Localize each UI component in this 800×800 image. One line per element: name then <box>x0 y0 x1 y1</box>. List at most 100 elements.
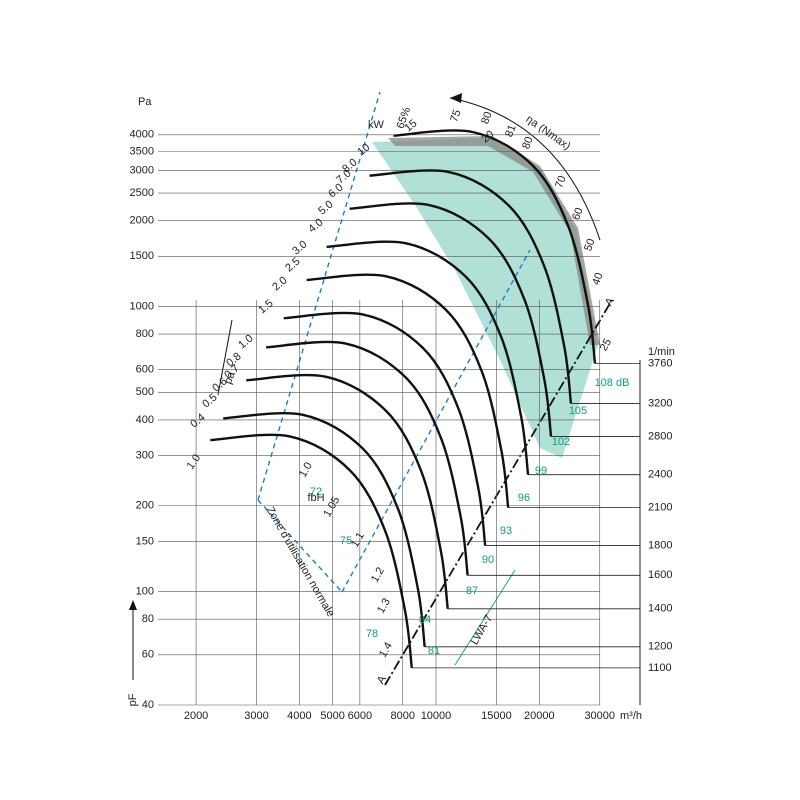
y-tick-label: 4000 <box>130 129 154 141</box>
sound-label: 78 <box>366 628 378 640</box>
y-tick-label: 3000 <box>130 164 154 176</box>
x-tick-label: 5000 <box>320 710 344 722</box>
annotation: fbH <box>307 492 324 504</box>
power-label: 10 <box>355 141 372 158</box>
power-label: 1.0 <box>185 452 204 471</box>
annotation: pF <box>127 693 139 706</box>
annotation: 1.3 <box>375 596 393 615</box>
y-tick-label: 3500 <box>130 145 154 157</box>
x-tick-label: 4000 <box>287 710 311 722</box>
y-tick-label: 800 <box>136 328 154 340</box>
efficiency-label: 50 <box>582 237 597 253</box>
rpm-label: 2800 <box>648 430 672 442</box>
y-tick-label: 1000 <box>130 300 154 312</box>
x-tick-label: 3000 <box>244 710 268 722</box>
efficiency-label: 40 <box>590 271 605 287</box>
x-tick-label: 2000 <box>184 710 208 722</box>
power-label: 5.0 <box>316 198 335 217</box>
efficiency-arrow <box>449 97 601 241</box>
x-unit: m³/h <box>620 710 642 722</box>
pa-arrow <box>217 319 233 396</box>
sound-label: 81 <box>428 645 440 657</box>
power-label: 2.5 <box>283 255 302 274</box>
sound-label: 99 <box>535 465 547 477</box>
sound-label: 96 <box>518 492 530 504</box>
annotation: Zone d'utilisation normale <box>264 505 337 619</box>
fan-curve <box>283 311 487 546</box>
zone-boundary <box>257 91 381 501</box>
power-label: 1.5 <box>256 297 275 316</box>
lwa-arrow <box>454 569 516 666</box>
annotation: LWA-7 <box>469 613 496 647</box>
y-tick-label: 600 <box>136 364 154 376</box>
y-tick-label: 300 <box>136 449 154 461</box>
y-tick-label: 80 <box>142 613 154 625</box>
power-label: 3.0 <box>290 238 309 257</box>
fan-curve <box>349 202 553 437</box>
sound-label: 84 <box>419 614 431 626</box>
y-tick-label: 200 <box>136 500 154 512</box>
sound-label: 108 dB <box>595 377 630 389</box>
efficiency-label: 81 <box>503 123 518 139</box>
arrow-head <box>129 600 137 610</box>
zone-boundary <box>341 249 531 593</box>
decoration <box>129 91 641 705</box>
sound-label: 93 <box>500 525 512 537</box>
rpm-label: 1800 <box>648 539 672 551</box>
y-unit: Pa <box>138 96 152 108</box>
rpm-label: 1400 <box>648 603 672 615</box>
power-label: 0.8 <box>224 350 243 369</box>
x-tick-label: 15000 <box>481 710 512 722</box>
annotation: 1.2 <box>369 565 387 584</box>
annotation: A <box>603 295 617 308</box>
sound-label: 105 <box>569 405 587 417</box>
rpm-unit: 1/min <box>648 346 675 358</box>
rpm-label: 3200 <box>648 397 672 409</box>
rpm-label: 3760 <box>648 357 672 369</box>
efficiency-label: 80 <box>520 135 535 151</box>
sound-label: 72 <box>310 486 322 498</box>
x-tick-label: 6000 <box>348 710 372 722</box>
rpm-label: 1100 <box>648 662 672 674</box>
normal-zone-fill <box>372 138 598 458</box>
x-tick-label: 20000 <box>524 710 555 722</box>
zone-boundary <box>257 499 343 593</box>
y-tick-label: 2500 <box>130 187 154 199</box>
annotation: pa <box>222 369 238 385</box>
rpm-label: 1600 <box>648 569 672 581</box>
power-label: kW <box>368 119 385 131</box>
efficiency-label: 70 <box>553 174 568 190</box>
x-tick-label: 10000 <box>421 710 452 722</box>
x-tick-label: 8000 <box>390 710 414 722</box>
fan-curve <box>246 373 449 609</box>
fan-curve <box>210 433 413 668</box>
fan-curve <box>306 273 510 508</box>
efficiency-label: 75 <box>448 108 463 124</box>
fan-curve <box>326 240 530 475</box>
rpm-label: 1200 <box>648 641 672 653</box>
power-label: 25 <box>598 337 615 354</box>
annotation: A <box>375 673 389 686</box>
x-tick-label: 30000 <box>584 710 615 722</box>
rpm-label: 2400 <box>648 469 672 481</box>
y-tick-label: 40 <box>142 699 154 711</box>
y-tick-label: 500 <box>136 386 154 398</box>
fan-curve <box>266 340 469 576</box>
a-line <box>384 299 613 686</box>
sound-label: 75 <box>340 535 352 547</box>
sound-label: 90 <box>482 554 494 566</box>
efficiency-label: 80 <box>479 110 494 126</box>
power-label: 1.0 <box>236 332 255 351</box>
sound-label: 102 <box>552 436 570 448</box>
max-zone-band <box>388 136 600 345</box>
y-tick-label: 400 <box>136 414 154 426</box>
fan-curve <box>369 169 573 404</box>
arrow-head <box>450 93 462 103</box>
y-tick-label: 60 <box>142 649 154 661</box>
efficiency-label: 60 <box>570 206 585 222</box>
fan-curve <box>393 129 597 364</box>
y-tick-label: 150 <box>136 535 154 547</box>
y-tick-label: 1500 <box>130 250 154 262</box>
annotation: 1.4 <box>377 640 395 659</box>
y-tick-label: 100 <box>136 585 154 597</box>
